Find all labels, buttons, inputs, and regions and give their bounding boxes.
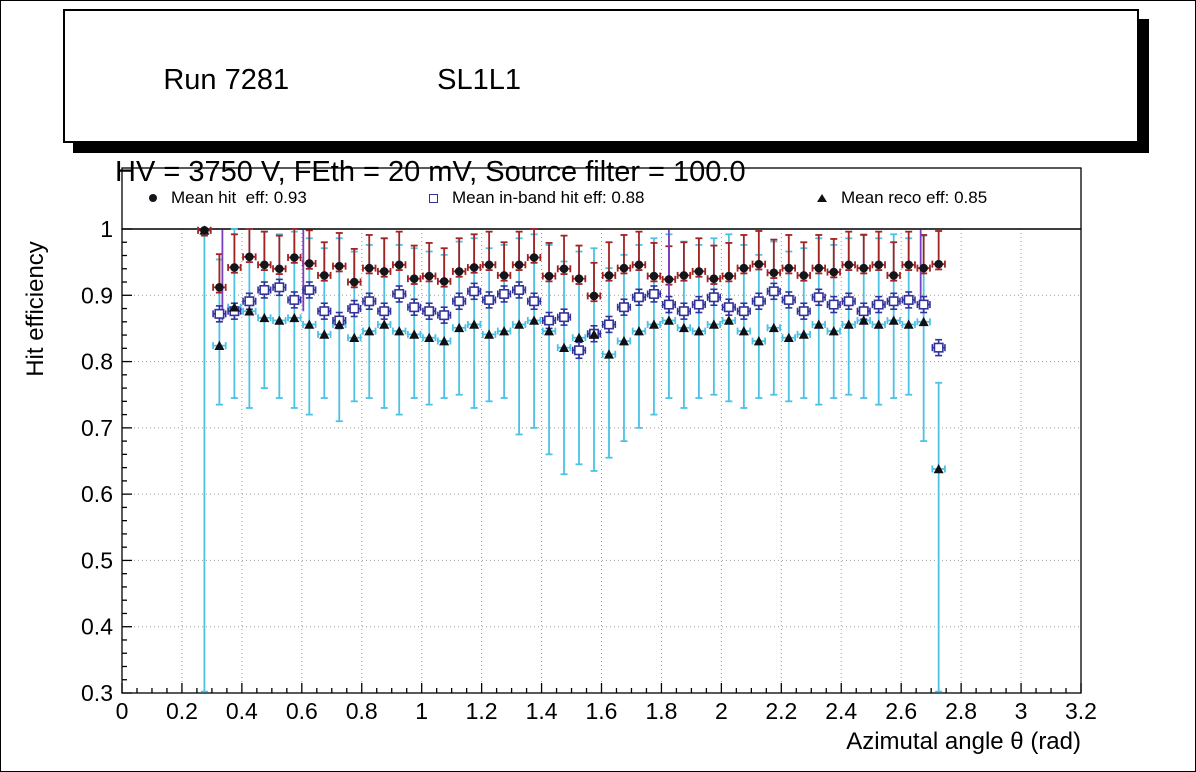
error-bars-reco	[197, 226, 946, 693]
svg-text:0.6: 0.6	[286, 698, 318, 724]
svg-text:3.2: 3.2	[1065, 698, 1097, 724]
legend-label-hit-eff: Mean hit eff: 0.93	[171, 188, 307, 207]
svg-text:2.6: 2.6	[885, 698, 917, 724]
grid-lines	[122, 229, 1081, 693]
series-mean-inband-hit-eff	[214, 282, 944, 356]
title-line-1: Run 7281 SL1L1	[115, 31, 1137, 130]
svg-text:0.8: 0.8	[81, 349, 113, 375]
svg-text:1.4: 1.4	[526, 698, 558, 724]
svg-text:0: 0	[116, 698, 129, 724]
svg-text:1: 1	[415, 698, 428, 724]
svg-text:1.2: 1.2	[466, 698, 498, 724]
tick-labels: 0 0.2 0.4 0.6 0.8 1 1.2 1.4 1.6 1.8 2 2.2 2.4 2.6 2.8 3…	[81, 216, 1097, 724]
svg-text:3: 3	[1015, 698, 1028, 724]
svg-text:0.2: 0.2	[166, 698, 198, 724]
svg-text:2.8: 2.8	[945, 698, 977, 724]
legend-label-inband-eff: Mean in-band hit eff: 0.88	[452, 188, 645, 207]
svg-text:1.8: 1.8	[645, 698, 677, 724]
svg-text:0.3: 0.3	[81, 680, 113, 706]
legend-item-hit-eff: Mean hit eff: 0.93	[149, 187, 307, 209]
legend-box	[121, 167, 1082, 230]
svg-text:0.5: 0.5	[81, 547, 113, 573]
plot-generated-content: 0 0.2 0.4 0.6 0.8 1 1.2 1.4 1.6 1.8 2 2.2 2.4 2.6 2.8 3…	[81, 167, 1097, 724]
run-label: Run 7281	[163, 64, 290, 96]
legend-item-reco-eff: Mean reco eff: 0.85	[817, 187, 987, 209]
filled-triangle-marker-icon	[817, 194, 827, 202]
svg-text:0.7: 0.7	[81, 415, 113, 441]
svg-text:0.4: 0.4	[81, 614, 113, 640]
svg-text:0.8: 0.8	[346, 698, 378, 724]
series-mean-reco-eff	[199, 225, 944, 474]
svg-text:2.4: 2.4	[825, 698, 857, 724]
svg-text:0.9: 0.9	[81, 282, 113, 308]
filled-circle-marker-icon	[149, 194, 157, 202]
legend-item-inband-eff: Mean in-band hit eff: 0.88	[429, 187, 645, 209]
y-axis-title: Hit efficiency	[22, 241, 49, 377]
title-pave: Run 7281 SL1L1 HV = 3750 V, FEth = 20 mV,…	[63, 9, 1139, 188]
svg-text:1: 1	[100, 216, 113, 242]
legend-label-reco-eff: Mean reco eff: 0.85	[841, 188, 988, 207]
svg-text:0.6: 0.6	[81, 481, 113, 507]
svg-text:0.4: 0.4	[226, 698, 258, 724]
svg-text:2: 2	[715, 698, 728, 724]
x-axis-title: Azimutal angle θ (rad)	[846, 728, 1081, 755]
axis-ticks	[121, 228, 1082, 694]
svg-text:1.6: 1.6	[586, 698, 618, 724]
svg-text:2.2: 2.2	[765, 698, 797, 724]
open-square-marker-icon	[429, 193, 438, 203]
series-mean-hit-eff	[200, 226, 943, 301]
layer-label: SL1L1	[437, 64, 521, 96]
